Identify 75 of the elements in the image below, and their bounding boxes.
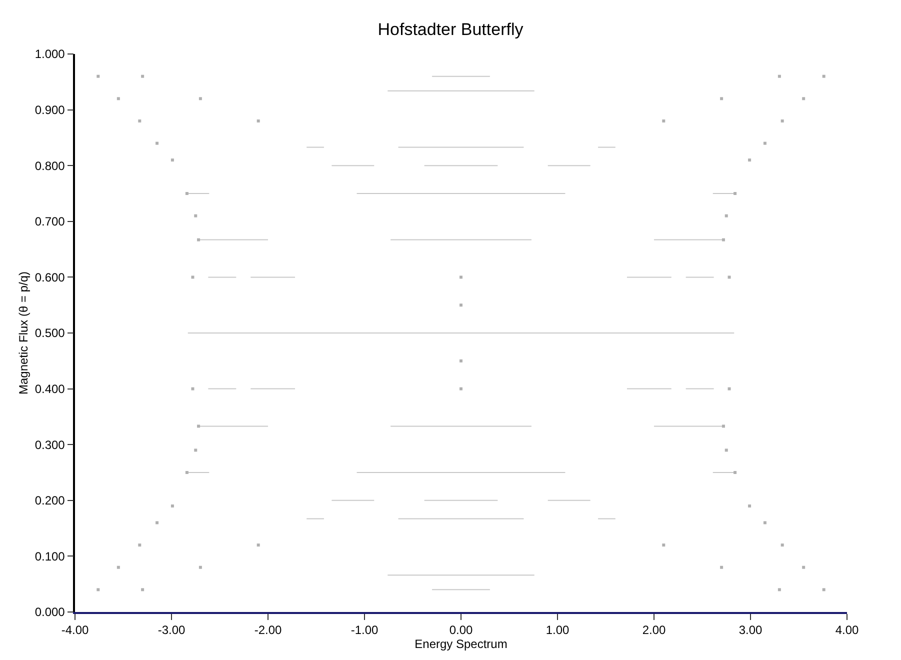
point — [116, 97, 120, 100]
y-tick-label: 1.000 — [34, 47, 66, 62]
point — [460, 276, 462, 279]
point — [198, 566, 202, 569]
point — [763, 142, 766, 145]
y-tick-label: 0.800 — [34, 158, 66, 173]
point — [138, 119, 142, 122]
point — [662, 544, 666, 547]
point — [802, 566, 806, 569]
point — [763, 521, 766, 524]
point — [802, 97, 806, 100]
y-tick-label: 0.600 — [34, 270, 66, 284]
y-tick-label: 0.900 — [34, 103, 66, 117]
y-tick-label: 0.700 — [34, 214, 66, 229]
point — [734, 192, 737, 195]
y-tick-label: 0.100 — [34, 549, 66, 564]
point — [194, 214, 198, 218]
x-tick-label: -2.00 — [254, 623, 282, 638]
point — [198, 97, 202, 100]
point — [156, 521, 159, 524]
point — [170, 158, 174, 162]
point — [256, 119, 260, 122]
point — [96, 588, 100, 592]
point — [197, 424, 200, 428]
x-tick-label: 0.00 — [449, 623, 473, 638]
point — [724, 448, 728, 452]
point — [256, 544, 260, 547]
point — [734, 471, 737, 474]
point — [96, 74, 100, 78]
y-tick-label: 0.400 — [34, 382, 66, 396]
point — [778, 74, 781, 78]
point — [116, 566, 120, 569]
point — [197, 238, 200, 242]
x-tick-label: -1.00 — [350, 623, 378, 638]
y-axis-title: Magnetic Flux (θ = p/q) — [16, 271, 31, 395]
point — [185, 471, 188, 474]
point — [720, 566, 724, 569]
point — [748, 158, 752, 162]
x-tick-label: 4.00 — [835, 623, 859, 638]
point — [780, 544, 784, 547]
y-tick-label: 0.200 — [34, 494, 66, 508]
x-tick-label: -3.00 — [158, 623, 186, 638]
point — [141, 588, 144, 592]
point — [156, 142, 159, 145]
point — [724, 214, 728, 218]
point — [138, 544, 142, 547]
point — [728, 276, 731, 279]
y-tick-label: 0.000 — [34, 605, 66, 620]
point — [185, 192, 188, 195]
x-axis-title: Energy Spectrum — [414, 637, 508, 652]
x-tick-label: 1.00 — [546, 623, 570, 638]
x-tick-label: 3.00 — [738, 623, 762, 638]
point — [748, 504, 752, 508]
point — [191, 276, 194, 279]
point — [778, 588, 781, 592]
point — [722, 238, 725, 242]
point — [822, 588, 826, 592]
point — [191, 387, 194, 390]
point — [780, 119, 784, 122]
chart-title: Hofstadter Butterfly — [378, 20, 524, 39]
x-tick-label: -4.00 — [61, 623, 89, 638]
point — [460, 359, 462, 362]
point — [170, 504, 174, 508]
point — [822, 74, 826, 78]
point — [720, 97, 724, 100]
point — [460, 387, 462, 390]
point — [662, 119, 666, 122]
point — [141, 74, 144, 78]
point — [728, 387, 731, 390]
point — [722, 424, 725, 428]
point — [194, 448, 198, 452]
x-tick-label: 2.00 — [642, 623, 666, 638]
point — [460, 304, 462, 307]
y-tick-label: 0.500 — [34, 326, 66, 340]
y-tick-label: 0.300 — [34, 438, 66, 452]
